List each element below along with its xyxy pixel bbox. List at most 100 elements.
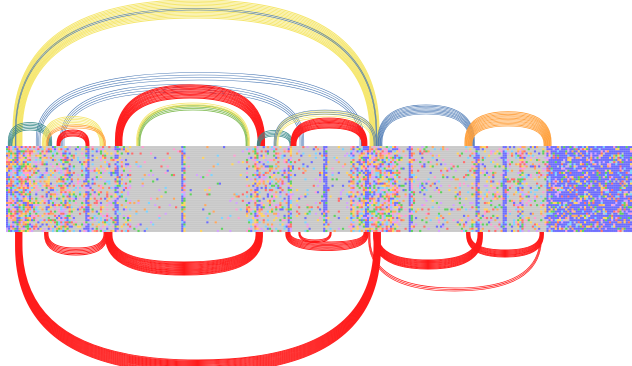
alignment-cell: [383, 197, 386, 200]
alignment-cell: [502, 182, 505, 185]
alignment-cell: [577, 221, 580, 224]
alignment-cell: [350, 206, 353, 209]
alignment-cell: [64, 225, 67, 228]
alignment-cell: [552, 146, 555, 149]
alignment-cell: [60, 148, 63, 151]
alignment-cell: [256, 152, 259, 155]
alignment-cell: [350, 199, 353, 202]
alignment-cell: [475, 193, 478, 196]
alignment-cell: [283, 227, 286, 230]
alignment-cell: [410, 210, 413, 213]
alignment-cell: [325, 173, 328, 177]
alignment-cell: [604, 186, 608, 190]
alignment-cell: [546, 163, 549, 166]
alignment-cell: [260, 150, 263, 153]
alignment-cell: [515, 191, 518, 194]
alignment-cell: [525, 173, 528, 177]
alignment-cell: [68, 184, 71, 187]
alignment-cell: [377, 146, 380, 149]
alignment-cell: [323, 193, 326, 196]
alignment-cell: [594, 171, 597, 174]
alignment-cell: [584, 221, 587, 224]
alignment-cell: [85, 208, 88, 211]
alignment-cell: [373, 223, 376, 226]
alignment-cell: [427, 161, 430, 164]
alignment-cell: [496, 206, 499, 209]
alignment-cell: [99, 206, 103, 209]
alignment-cell: [97, 150, 100, 153]
alignment-cell: [287, 182, 290, 185]
alignment-cell: [31, 219, 34, 222]
alignment-cell: [289, 210, 292, 213]
alignment-cell: [427, 212, 430, 215]
alignment-cell: [289, 204, 292, 207]
alignment-cell: [235, 201, 238, 205]
alignment-cell: [584, 186, 587, 190]
alignment-cell: [548, 150, 551, 153]
alignment-cell: [584, 212, 587, 215]
alignment-cell: [316, 219, 320, 222]
alignment-cell: [83, 195, 86, 198]
alignment-cell: [283, 197, 286, 200]
alignment-cell: [79, 193, 82, 196]
alignment-cell: [24, 225, 27, 228]
alignment-cell: [379, 154, 382, 157]
alignment-cell: [254, 219, 257, 222]
alignment-cell: [56, 204, 59, 207]
alignment-cell: [175, 206, 178, 209]
alignment-cell: [450, 167, 453, 170]
alignment-cell: [181, 225, 184, 228]
alignment-cell: [68, 171, 71, 174]
alignment-cell: [331, 173, 334, 177]
alignment-cell: [337, 146, 340, 149]
alignment-cell: [596, 184, 599, 187]
alignment-cell: [408, 212, 411, 215]
alignment-cell: [110, 193, 113, 196]
alignment-cell: [440, 163, 443, 166]
alignment-cell: [60, 186, 63, 190]
alignment-cell: [362, 171, 365, 174]
alignment-cell: [462, 225, 466, 228]
alignment-cell: [323, 212, 326, 215]
alignment-cell: [556, 197, 560, 200]
alignment-cell: [554, 197, 557, 200]
alignment-cell: [598, 210, 601, 213]
alignment-cell: [596, 191, 599, 194]
alignment-cell: [556, 176, 560, 179]
alignment-cell: [28, 150, 32, 153]
alignment-cell: [325, 219, 328, 222]
alignment-cell: [6, 197, 9, 200]
alignment-cell: [525, 182, 528, 185]
alignment-cell: [550, 152, 553, 155]
alignment-cell: [262, 219, 265, 222]
alignment-cell: [235, 208, 238, 211]
alignment-cell: [394, 221, 397, 224]
alignment-cell: [348, 225, 351, 228]
alignment-cell: [379, 193, 382, 196]
alignment-cell: [510, 178, 514, 181]
alignment-cell: [494, 219, 497, 222]
alignment-cell: [571, 186, 574, 190]
alignment-cell: [39, 227, 42, 230]
alignment-cell: [289, 225, 292, 228]
alignment-cell: [369, 169, 372, 172]
alignment-cell: [39, 214, 42, 217]
alignment-cell: [546, 176, 549, 179]
alignment-cell: [454, 186, 457, 190]
alignment-cell: [496, 191, 499, 194]
alignment-cell: [604, 206, 608, 209]
alignment-cell: [166, 152, 169, 155]
alignment-cell: [81, 163, 84, 166]
alignment-cell: [517, 225, 520, 228]
alignment-cell: [569, 223, 572, 226]
alignment-cell: [517, 171, 520, 174]
alignment-cell: [62, 212, 65, 215]
alignment-cell: [469, 154, 472, 157]
alignment-cell: [521, 212, 524, 215]
alignment-cell: [412, 152, 416, 155]
alignment-cell: [485, 201, 489, 205]
alignment-cell: [548, 204, 551, 207]
alignment-cell: [283, 169, 286, 172]
alignment-cell: [70, 197, 73, 200]
alignment-cell: [16, 193, 19, 196]
